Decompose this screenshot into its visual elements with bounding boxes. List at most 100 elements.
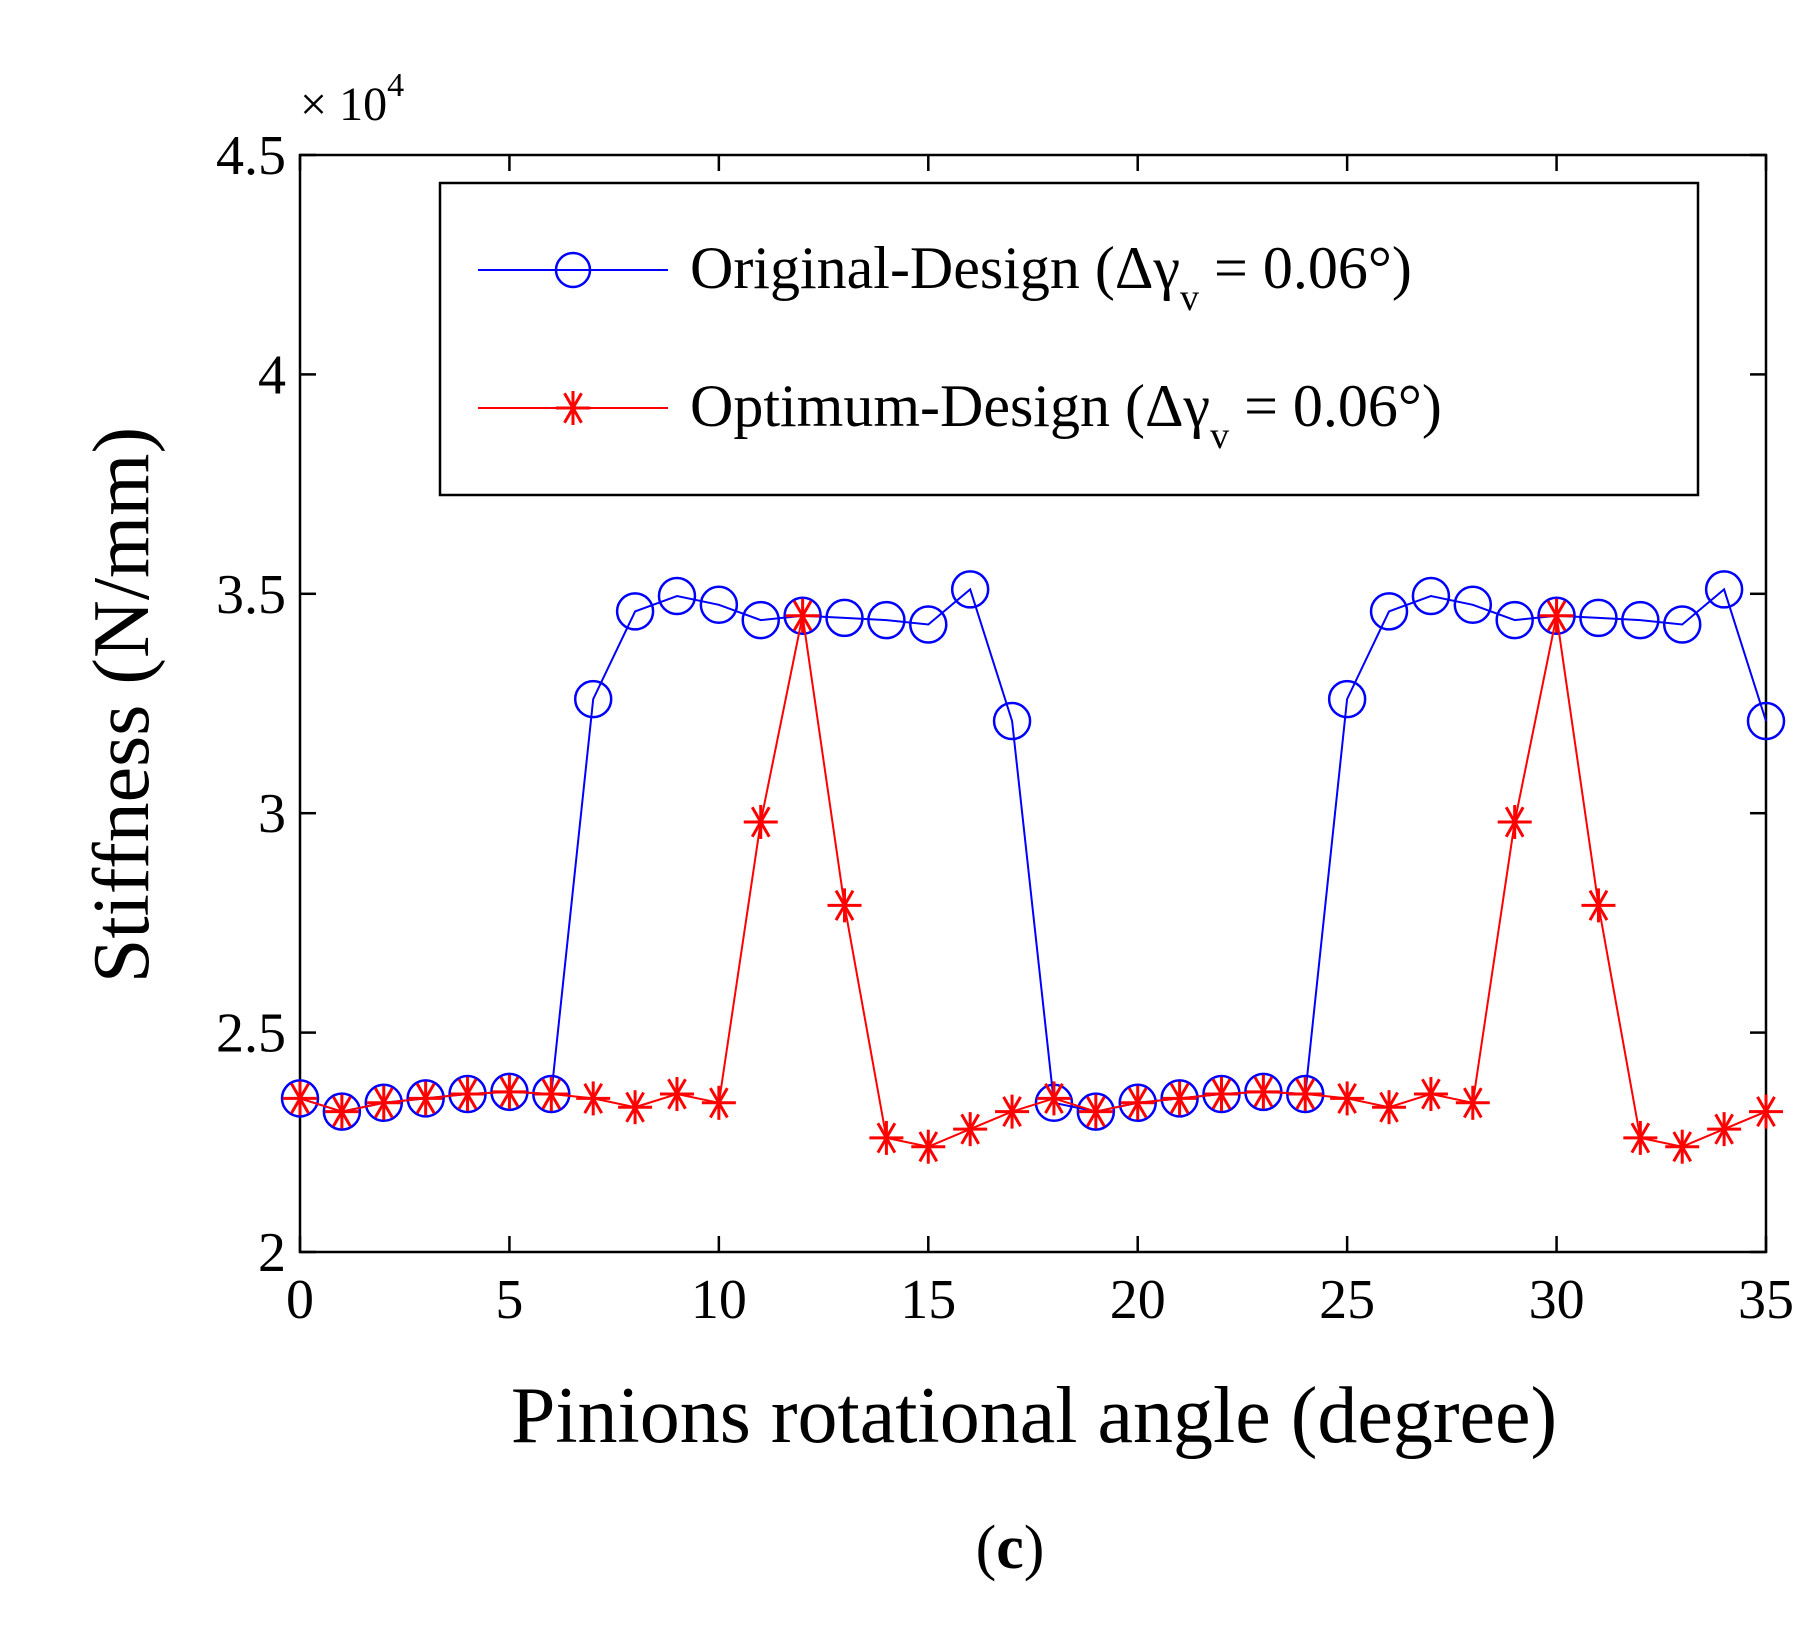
x-tick-label: 10: [691, 1269, 747, 1331]
data-point-asterisk: [618, 1090, 653, 1125]
legend-original-prefix: Original-Design (Δγ: [690, 235, 1180, 301]
x-tick-label: 25: [1319, 1269, 1375, 1331]
data-point-circle: [1327, 679, 1367, 719]
y-tick-label: 4: [258, 344, 286, 406]
legend-asterisk: [556, 391, 590, 425]
data-point-circle: [741, 600, 780, 640]
y-tick-label: 2.5: [216, 1003, 286, 1065]
x-tick-label: 15: [900, 1269, 956, 1331]
data-point-asterisk: [911, 1129, 946, 1164]
x-axis-ticks: 0 5 10 15 20 25 30 35: [286, 155, 1794, 1331]
data-point-asterisk: [1497, 804, 1532, 839]
legend-optimum-prefix: Optimum-Design (Δγ: [690, 373, 1210, 439]
data-point-asterisk: [869, 1120, 904, 1155]
data-point-asterisk: [1078, 1094, 1113, 1129]
data-point-circle: [950, 570, 990, 609]
data-point-circle: [573, 679, 613, 719]
data-point-circle: [1704, 570, 1744, 609]
data-point-asterisk: [366, 1085, 401, 1120]
data-point-circle: [364, 1083, 404, 1123]
data-point-asterisk: [1539, 598, 1574, 633]
panel-label: (c): [976, 1514, 1045, 1582]
series-line-optimum-design: [299, 615, 1767, 1148]
data-point-asterisk: [1204, 1077, 1239, 1112]
y-axis-label: Stiffness (N/mm): [78, 427, 166, 983]
data-point-asterisk: [701, 1085, 736, 1120]
data-point-circle: [909, 605, 948, 644]
y-axis-multiplier-exponent: 4: [387, 67, 404, 104]
data-point-asterisk: [408, 1081, 443, 1116]
data-point-asterisk: [1162, 1081, 1197, 1116]
data-point-asterisk: [1120, 1085, 1155, 1120]
data-point-circle: [1076, 1092, 1116, 1131]
data-point-asterisk: [1665, 1129, 1700, 1164]
data-point-asterisk: [659, 1077, 694, 1112]
data-point-asterisk: [1749, 1094, 1783, 1129]
data-point-circle: [322, 1092, 362, 1131]
data-point-asterisk: [1707, 1112, 1742, 1147]
data-point-asterisk: [1036, 1081, 1071, 1116]
panel-label-close: ): [1024, 1514, 1045, 1582]
y-tick-label: 2: [258, 1222, 286, 1284]
data-point-asterisk: [995, 1094, 1030, 1129]
series-original-design: [280, 570, 1786, 1131]
data-point-asterisk: [743, 804, 778, 839]
legend-optimum-suffix: = 0.06°): [1229, 373, 1442, 439]
data-point-circle: [657, 576, 697, 616]
data-point-asterisk: [1330, 1081, 1365, 1116]
data-point-asterisk: [1246, 1074, 1281, 1109]
legend-box: [438, 181, 1700, 497]
data-point-asterisk: [324, 1094, 359, 1129]
data-point-asterisk: [953, 1112, 988, 1147]
legend: Original-Design (Δγv = 0.06°) Optimum-De…: [438, 181, 1700, 497]
data-point-circle: [1579, 598, 1618, 638]
data-point-circle: [1746, 701, 1786, 741]
data-point-asterisk: [534, 1077, 569, 1112]
data-point-circle: [1118, 1083, 1157, 1123]
data-point-asterisk: [1455, 1085, 1490, 1120]
data-point-circle: [1495, 600, 1534, 640]
data-point-circle: [867, 600, 906, 640]
series-layer: [280, 570, 1786, 1164]
data-point-circle: [1411, 576, 1451, 616]
data-point-asterisk: [1581, 888, 1616, 923]
data-point-asterisk: [1372, 1090, 1407, 1125]
x-tick-label: 30: [1529, 1269, 1585, 1331]
y-tick-label: 4.5: [216, 125, 286, 187]
data-point-asterisk: [576, 1081, 611, 1116]
data-point-circle: [280, 1079, 320, 1118]
legend-original-text: Original-Design (Δγv = 0.06°): [690, 235, 1412, 319]
data-point-circle: [1621, 600, 1660, 640]
data-point-circle: [783, 596, 822, 635]
x-tick-label: 0: [286, 1269, 314, 1331]
data-point-asterisk: [1623, 1120, 1658, 1155]
y-axis-multiplier-base: × 10: [300, 78, 387, 131]
data-point-circle: [1160, 1079, 1199, 1118]
x-tick-label: 20: [1110, 1269, 1166, 1331]
y-axis-ticks: 2 2.5 3 3.5 4 4.5: [216, 125, 1766, 1284]
y-tick-label: 3: [258, 783, 286, 845]
data-point-asterisk: [450, 1077, 485, 1112]
y-tick-label: 3.5: [216, 564, 286, 626]
data-point-circle: [406, 1079, 445, 1118]
data-point-circle: [1369, 592, 1409, 631]
data-point-circle: [1662, 605, 1702, 644]
data-point-asterisk: [827, 888, 862, 923]
data-point-asterisk: [785, 598, 820, 633]
x-tick-label: 35: [1738, 1269, 1794, 1331]
data-point-circle: [825, 598, 864, 638]
panel-label-letter: c: [996, 1514, 1024, 1582]
data-point-asterisk: [1413, 1077, 1448, 1112]
legend-optimum-text: Optimum-Design (Δγv = 0.06°): [690, 373, 1442, 457]
legend-original-subscript: v: [1180, 277, 1199, 319]
legend-original-marker: [554, 251, 592, 289]
data-point-circle: [1453, 585, 1493, 625]
data-point-circle: [615, 592, 655, 631]
plot-area: 2 2.5 3 3.5 4 4.5 0 5 10 15 20 25 30 35: [216, 125, 1794, 1331]
legend-optimum-subscript: v: [1210, 415, 1229, 457]
x-axis-label: Pinions rotational angle (degree): [511, 1372, 1557, 1460]
legend-original-suffix: = 0.06°): [1199, 235, 1412, 301]
data-point-circle: [1537, 596, 1576, 635]
series-optimum-design: [283, 598, 1783, 1164]
